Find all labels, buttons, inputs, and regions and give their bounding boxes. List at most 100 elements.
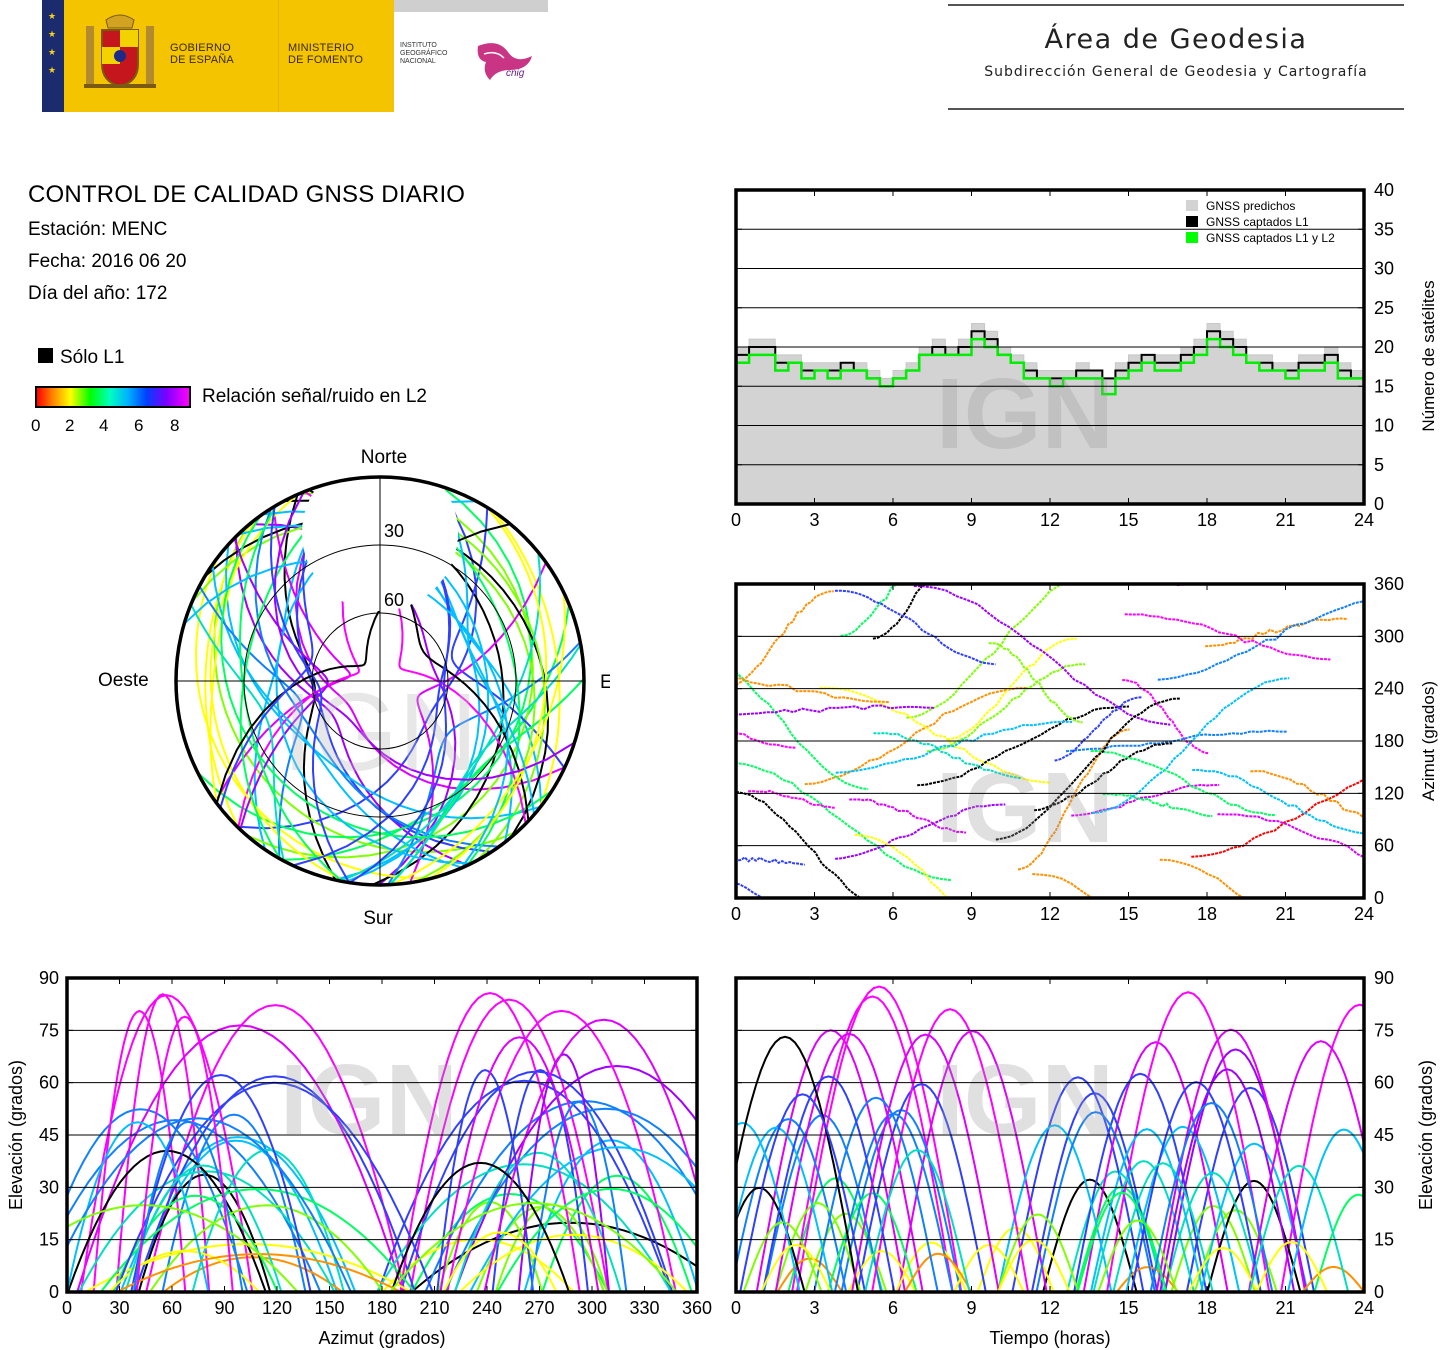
satellites-legend: GNSS predichos GNSS captados L1 GNSS cap… — [1186, 199, 1335, 245]
ministerio-label: MINISTERIO DE FOMENTO — [288, 42, 363, 66]
azimuth-ylabel: Azimut (grados) — [1419, 681, 1438, 801]
elevation-azimuth-xlabel: Azimut (grados) — [318, 1328, 445, 1348]
satellite-pass — [895, 1241, 968, 1292]
x-tick-label: 21 — [1275, 510, 1295, 530]
satellite-pass — [80, 994, 254, 1292]
azimuth-axes: 0 60 120 180 240 300 360 0 3 6 9 12 15 18 21 24 — [731, 574, 1404, 924]
satellite-track — [947, 637, 1077, 741]
x-tick-label: 21 — [1275, 1298, 1295, 1318]
satellite-track — [211, 564, 463, 869]
snr-colorbar — [35, 386, 191, 408]
satellite-pass — [108, 1250, 260, 1292]
y-tick-label: 0 — [49, 1282, 59, 1302]
gob-line-1: GOBIERNO — [170, 42, 231, 54]
plot-frame — [734, 976, 1366, 1294]
y-tick-label: 75 — [1374, 1020, 1394, 1040]
x-tick-label: 6 — [888, 1298, 898, 1318]
y-tick-label: 75 — [39, 1020, 59, 1040]
colorbar-tick: 8 — [170, 416, 180, 435]
x-tick-label: 15 — [1118, 1298, 1138, 1318]
y-tick-label: 0 — [1374, 1282, 1384, 1302]
header-rule-top — [948, 4, 1404, 6]
colorbar-tick: 4 — [99, 416, 109, 435]
y-tick-label: 45 — [1374, 1125, 1394, 1145]
satellite-track — [736, 762, 952, 882]
y-tick-label: 360 — [1374, 574, 1404, 594]
x-tick-label: 30 — [109, 1298, 129, 1318]
south-label: Sur — [363, 908, 393, 929]
x-tick-label: 18 — [1197, 904, 1217, 924]
x-tick-label: 0 — [62, 1298, 72, 1318]
satellite-track — [1091, 677, 1290, 815]
satellite-track — [409, 561, 547, 884]
divider — [278, 0, 279, 112]
satellite-track — [1250, 770, 1364, 819]
satellite-track — [294, 478, 566, 791]
y-tick-label: 40 — [1374, 180, 1394, 200]
satellite-track — [269, 506, 351, 884]
x-tick-label: 9 — [966, 1298, 976, 1318]
satellite-pass — [1247, 1040, 1364, 1292]
legend-label-l1: GNSS captados L1 — [1206, 215, 1309, 229]
satellite-pass — [871, 1008, 1030, 1292]
satellite-track — [736, 590, 834, 686]
x-tick-label: 12 — [1040, 510, 1060, 530]
satellite-track — [428, 506, 548, 880]
satellite-pass — [517, 1053, 610, 1292]
satellite-track — [1102, 792, 1213, 817]
satellite-pass — [76, 1024, 404, 1292]
satellite-track — [1217, 813, 1364, 859]
satellite-track — [872, 584, 924, 640]
y-tick-label: 240 — [1374, 679, 1404, 699]
satellite-track — [194, 556, 434, 880]
satellite-pass — [1073, 1072, 1208, 1292]
satellite-pass — [736, 1118, 848, 1292]
satellite-track — [233, 537, 329, 830]
y-tick-label: 60 — [1374, 836, 1394, 856]
doy-label: Día del año: 172 — [28, 283, 168, 304]
satellite-pass — [390, 1161, 570, 1292]
satellite-pass — [1097, 1219, 1178, 1292]
x-tick-label: 0 — [731, 1298, 741, 1318]
satellite-track — [926, 663, 1086, 753]
satellite-track — [988, 642, 1083, 724]
y-tick-label: 60 — [1374, 1073, 1394, 1093]
satellite-track — [1054, 696, 1143, 762]
x-tick-label: 18 — [1197, 510, 1217, 530]
cnig-text: cnig — [506, 68, 525, 79]
y-tick-label: 90 — [39, 968, 59, 988]
legend-label-l1l2: GNSS captados L1 y L2 — [1206, 231, 1335, 245]
legend-swatch-l1 — [1186, 216, 1198, 227]
satellite-track — [736, 791, 863, 898]
satellite-pass — [833, 1112, 954, 1292]
x-tick-label: 9 — [966, 510, 976, 530]
x-tick-label: 3 — [809, 510, 819, 530]
satellite-pass — [1187, 1246, 1259, 1292]
ign-line-1: INSTITUTO — [400, 42, 437, 49]
l1-only-swatch — [38, 348, 53, 363]
satellite-track — [736, 731, 796, 749]
satellite-pass — [443, 1107, 697, 1292]
y-tick-label: 25 — [1374, 298, 1394, 318]
satellite-pass — [1248, 1164, 1350, 1292]
satellite-track — [219, 486, 320, 809]
satellite-pass — [496, 1187, 697, 1292]
satellite-pass — [135, 1015, 234, 1292]
satellite-pass — [1170, 1205, 1257, 1292]
satellite-track — [913, 585, 1171, 726]
satellite-track — [439, 485, 536, 815]
area-header: Área de Geodesia Subdirección General de… — [948, 4, 1404, 110]
satellite-pass — [1011, 1076, 1145, 1292]
satellite-pass — [897, 1029, 1048, 1292]
satellite-track — [906, 584, 1063, 719]
satellite-track — [1090, 749, 1277, 817]
satellite-track — [736, 677, 890, 704]
satellite-pass — [100, 1188, 416, 1292]
satellite-pass — [191, 1148, 345, 1292]
satellite-track — [213, 524, 519, 853]
x-tick-label: 6 — [888, 904, 898, 924]
satellite-pass — [736, 1126, 834, 1292]
station-label: Estación: MENC — [28, 219, 168, 240]
satellite-pass — [1163, 1171, 1262, 1292]
elevation-azimuth-chart: IGN 0 15 30 45 60 75 90 0 30 60 90 120 150 180 210 240 2… — [6, 968, 712, 1348]
